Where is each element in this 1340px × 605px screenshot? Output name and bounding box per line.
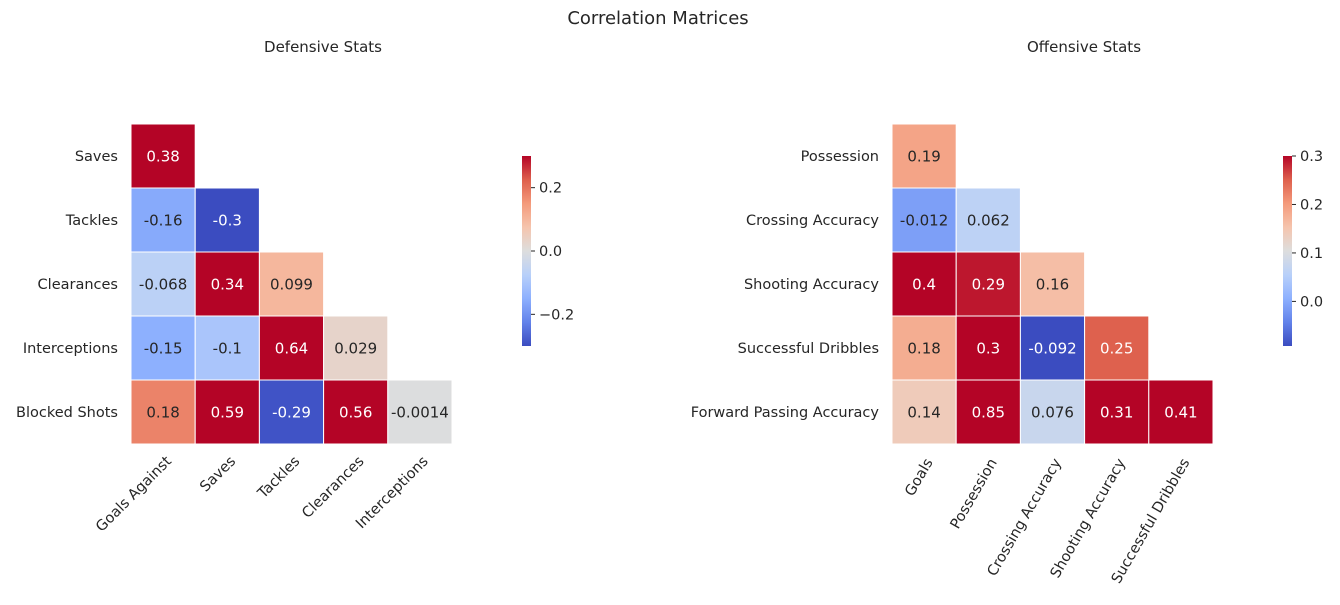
column-tick-label: Crossing Accuracy bbox=[985, 456, 1066, 580]
row-tick-label: Blocked Shots bbox=[16, 405, 118, 421]
cell-value-label: 0.4 bbox=[912, 276, 936, 294]
cell-value-label: 0.14 bbox=[907, 404, 940, 422]
colorbar bbox=[1283, 156, 1292, 346]
cell-value-label: 0.062 bbox=[967, 212, 1010, 230]
colorbar-tick-label: 0.0 bbox=[1300, 294, 1323, 310]
heatmap-cell bbox=[323, 315, 389, 381]
cell-value-label: -0.29 bbox=[272, 404, 311, 422]
cell-value-label: -0.1 bbox=[213, 340, 242, 358]
cell-value-label: 0.34 bbox=[211, 276, 244, 294]
heatmap-cell bbox=[1019, 379, 1086, 445]
heatmap-cell bbox=[130, 123, 196, 189]
cell-value-label: -0.092 bbox=[1028, 340, 1076, 358]
cell-value-label: -0.068 bbox=[139, 276, 187, 294]
cell-value-label: 0.64 bbox=[275, 340, 308, 358]
heatmap-2: Offensive Stats 0.19 -0.012 0.062 0.4 0.29 0.1… bbox=[691, 38, 1323, 586]
heatmap-cell bbox=[130, 187, 196, 253]
heatmap-cell bbox=[130, 251, 196, 317]
heatmap-cell bbox=[258, 251, 325, 317]
cell-value-label: 0.31 bbox=[1100, 404, 1133, 422]
heatmap-cell bbox=[891, 379, 957, 445]
row-tick-label: Successful Dribbles bbox=[738, 341, 879, 357]
heatmap-cell bbox=[955, 187, 1021, 253]
row-tick-label: Clearances bbox=[38, 277, 118, 293]
heatmap-cell bbox=[891, 123, 957, 189]
cell-value-label: 0.16 bbox=[1036, 276, 1069, 294]
heatmap-cell bbox=[891, 187, 957, 253]
subplot-title: Defensive Stats bbox=[264, 38, 382, 56]
cell-value-label: -0.3 bbox=[213, 212, 242, 230]
cell-value-label: -0.16 bbox=[144, 212, 183, 230]
column-tick-label: Clearances bbox=[299, 454, 367, 522]
cell-value-label: 0.29 bbox=[972, 276, 1005, 294]
colorbar-tick-label: −0.2 bbox=[539, 307, 574, 323]
row-tick-label: Tackles bbox=[65, 213, 118, 229]
row-tick-label: Shooting Accuracy bbox=[744, 277, 879, 293]
heatmap-cell bbox=[323, 379, 389, 445]
column-tick-label: Possession bbox=[948, 456, 1001, 532]
cell-value-label: 0.59 bbox=[211, 404, 244, 422]
heatmap-cell bbox=[1019, 315, 1086, 381]
cell-value-label: -0.0014 bbox=[391, 404, 449, 422]
heatmap-cell bbox=[194, 315, 260, 381]
cell-value-label: -0.012 bbox=[900, 212, 948, 230]
cell-value-label: 0.38 bbox=[146, 148, 179, 166]
cell-value-label: 0.076 bbox=[1031, 404, 1074, 422]
column-tick-label: Goals bbox=[902, 456, 936, 499]
column-tick-label: Saves bbox=[197, 454, 239, 496]
column-tick-label: Tackles bbox=[254, 454, 303, 503]
heatmap-cell bbox=[1148, 379, 1214, 445]
cell-value-label: 0.56 bbox=[339, 404, 372, 422]
row-tick-label: Saves bbox=[75, 149, 118, 165]
colorbar-tick-label: 0.1 bbox=[1300, 246, 1323, 262]
heatmap-cell bbox=[387, 379, 453, 445]
colorbar-tick-label: 0.3 bbox=[1300, 149, 1323, 165]
heatmap-cell bbox=[194, 187, 260, 253]
cell-value-label: -0.15 bbox=[144, 340, 183, 358]
cell-value-label: 0.099 bbox=[270, 276, 313, 294]
heatmap-1: Defensive Stats 0.38 -0.16 -0.3 -0.068 0.34 0.… bbox=[16, 38, 574, 535]
colorbar-tick-label: 0.2 bbox=[1300, 197, 1323, 213]
cell-value-label: 0.25 bbox=[1100, 340, 1133, 358]
cell-value-label: 0.3 bbox=[976, 340, 1000, 358]
row-tick-label: Possession bbox=[801, 149, 879, 165]
cell-value-label: 0.41 bbox=[1164, 404, 1197, 422]
cell-value-label: 0.029 bbox=[334, 340, 377, 358]
heatmap-cell bbox=[1084, 379, 1150, 445]
column-tick-label: Goals Against bbox=[93, 453, 175, 535]
colorbar bbox=[522, 156, 531, 346]
heatmap-cell bbox=[1019, 251, 1086, 317]
cell-value-label: 0.19 bbox=[907, 148, 940, 166]
heatmap-cell bbox=[194, 379, 260, 445]
subplot-title: Offensive Stats bbox=[1027, 38, 1141, 56]
colorbar-tick-label: 0.2 bbox=[539, 181, 562, 197]
row-tick-label: Forward Passing Accuracy bbox=[691, 405, 880, 421]
row-tick-label: Crossing Accuracy bbox=[746, 213, 879, 229]
cell-value-label: 0.18 bbox=[146, 404, 179, 422]
heatmap-cell bbox=[1084, 315, 1150, 381]
cell-value-label: 0.18 bbox=[907, 340, 940, 358]
heatmap-cell bbox=[955, 379, 1021, 445]
row-tick-label: Interceptions bbox=[23, 341, 118, 357]
cell-value-label: 0.85 bbox=[972, 404, 1005, 422]
figure-title: Correlation Matrices bbox=[567, 8, 748, 29]
colorbar-tick-label: 0.0 bbox=[539, 244, 562, 260]
heatmap-cell bbox=[955, 315, 1021, 381]
heatmap-cell bbox=[258, 379, 325, 445]
